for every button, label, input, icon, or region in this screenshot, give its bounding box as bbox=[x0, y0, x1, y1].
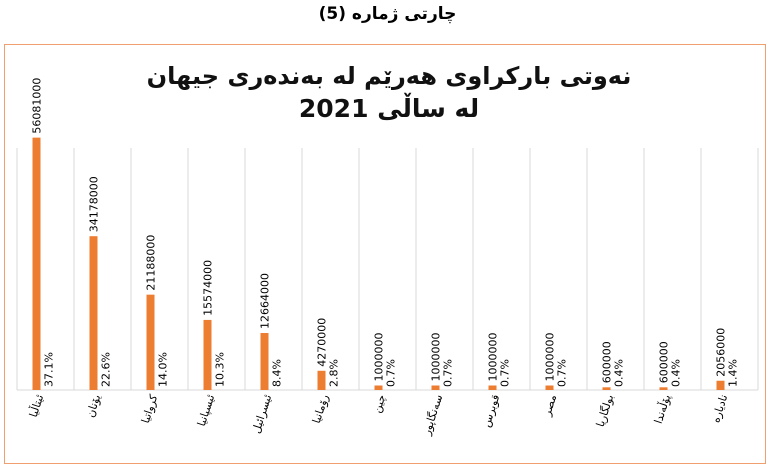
category-label-1: یۆنان bbox=[84, 393, 104, 419]
bar-8 bbox=[488, 385, 497, 390]
bar-12 bbox=[716, 380, 725, 390]
value-label-2: 21188000 bbox=[145, 235, 158, 291]
bar-11 bbox=[659, 387, 668, 390]
category-label-10: بولگاریا bbox=[594, 393, 617, 429]
percent-label-7: 0.7% bbox=[442, 359, 455, 387]
category-label-9: مصر bbox=[540, 393, 559, 419]
value-label-4: 12664000 bbox=[259, 273, 272, 329]
value-label-8: 1000000 bbox=[487, 333, 500, 382]
category-label-0: ئیتاڵیا bbox=[26, 393, 46, 419]
value-label-0: 56081000 bbox=[31, 78, 44, 134]
value-label-5: 4270000 bbox=[316, 318, 329, 367]
percent-label-0: 37.1% bbox=[43, 352, 56, 387]
value-label-3: 15574000 bbox=[202, 260, 215, 316]
bars bbox=[32, 137, 725, 390]
category-label-6: چین bbox=[370, 393, 388, 415]
bar-2 bbox=[146, 294, 155, 390]
percent-label-5: 2.8% bbox=[328, 359, 341, 387]
percent-label-11: 0.4% bbox=[670, 359, 683, 387]
category-label-7: سەنگاپور bbox=[420, 393, 446, 438]
percent-label-8: 0.7% bbox=[499, 359, 512, 387]
percent-label-3: 10.3% bbox=[214, 352, 227, 387]
chart-title-line-2: لە ساڵی 2021 bbox=[299, 92, 479, 123]
value-label-9: 1000000 bbox=[544, 333, 557, 382]
data-labels: 56081000 37.1% ئیتاڵیا 34178000 22.6% یۆنان 21… bbox=[26, 78, 740, 438]
category-label-11: پۆڵەندا bbox=[651, 393, 674, 426]
value-label-11: 600000 bbox=[658, 341, 671, 383]
bar-6 bbox=[374, 385, 383, 390]
percent-label-1: 22.6% bbox=[100, 352, 113, 387]
category-label-12: ناديارە bbox=[709, 393, 730, 424]
category-label-8: قوبرس bbox=[480, 393, 503, 429]
bar-3 bbox=[203, 319, 212, 390]
bar-1 bbox=[89, 236, 98, 390]
gridlines bbox=[16, 148, 759, 391]
page-caption: چارتی ژمارە (5) bbox=[318, 4, 457, 24]
value-label-1: 34178000 bbox=[88, 176, 101, 232]
value-label-10: 600000 bbox=[601, 341, 614, 383]
value-label-12: 2056000 bbox=[715, 328, 728, 377]
category-label-3: ئیسپانیا bbox=[195, 393, 217, 428]
percent-label-12: 1.4% bbox=[727, 359, 740, 387]
category-label-4: ئیسرائیل bbox=[250, 393, 275, 435]
bar-10 bbox=[602, 387, 611, 390]
percent-label-4: 8.4% bbox=[271, 359, 284, 387]
bar-7 bbox=[431, 385, 440, 390]
bar-9 bbox=[545, 385, 554, 390]
percent-label-6: 0.7% bbox=[385, 359, 398, 387]
bar-0 bbox=[32, 137, 41, 390]
category-label-5: رۆمانیا bbox=[310, 393, 332, 425]
bar-4 bbox=[260, 333, 269, 390]
bar-5 bbox=[317, 370, 326, 390]
percent-label-2: 14.0% bbox=[157, 352, 170, 387]
chart-title-line-1: نەوتی بارکراوی هەرێم لە بەندەری جیهان bbox=[147, 62, 632, 90]
category-label-2: کرواتیا bbox=[139, 392, 161, 425]
percent-label-10: 0.4% bbox=[613, 359, 626, 387]
value-label-6: 1000000 bbox=[373, 333, 386, 382]
value-label-7: 1000000 bbox=[430, 333, 443, 382]
percent-label-9: 0.7% bbox=[556, 359, 569, 387]
